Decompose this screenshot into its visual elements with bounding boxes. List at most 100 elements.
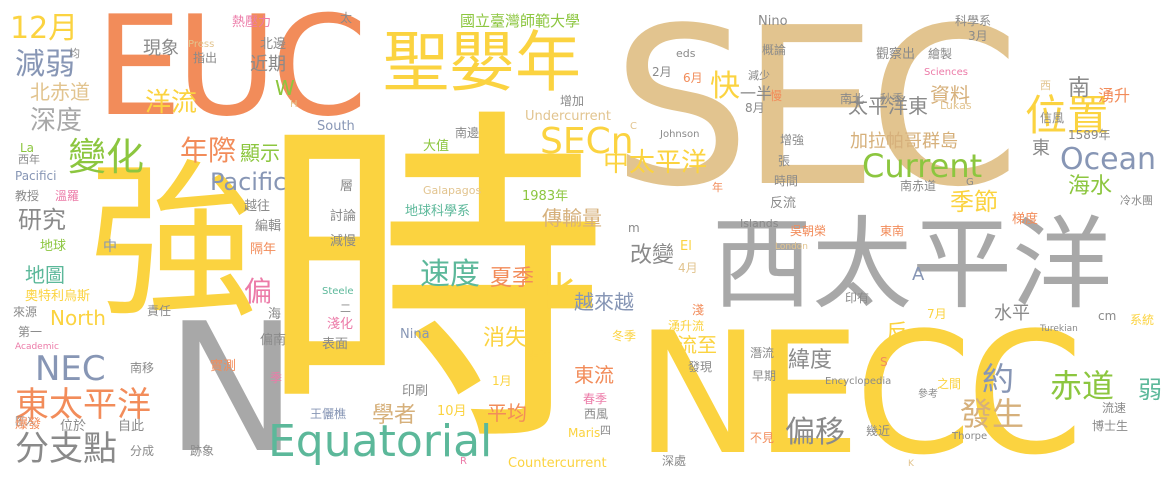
word-jianruo: 減弱 <box>15 47 75 82</box>
word-shengongli: 熱壓力 <box>232 15 272 30</box>
word-jixiang: 跡象 <box>190 444 215 458</box>
word-si: 四 <box>600 424 611 437</box>
word-qiang: 強 <box>88 144 259 342</box>
word-bianhua: 變化 <box>68 135 145 179</box>
word-qian: 淺 <box>692 303 705 317</box>
word-nina: Nina <box>400 327 430 342</box>
word-fasheng: 發生 <box>960 395 1025 433</box>
word-beichidao: 北赤道 <box>30 80 90 104</box>
word-yiban: 一半 <box>740 84 773 103</box>
word-aug: 8月 <box>745 101 765 115</box>
word-xifeng: 西風 <box>584 407 609 421</box>
word-jul: 7月 <box>927 307 947 321</box>
word-jiaoshou: 教授 <box>15 189 40 203</box>
word-haishui: 海水 <box>1068 174 1113 199</box>
word-faxian: 發現 <box>688 360 713 374</box>
word-ziliao: 資料 <box>930 83 970 107</box>
word-kuai: 快 <box>710 69 740 104</box>
word-nanyi: 南移 <box>130 361 155 375</box>
word-xianshi: 顯示 <box>240 141 280 165</box>
word-w: W <box>275 76 295 100</box>
word-ji: 季 <box>270 371 283 385</box>
word-zhong: 中 <box>103 239 117 255</box>
word-nanbian: 南邊 <box>455 126 480 140</box>
word-er: 二 <box>340 302 351 315</box>
word-man: 慢 <box>770 89 783 103</box>
word-pacifici: Pacifici <box>15 169 57 183</box>
word-liuzhi: 流至 <box>677 333 717 357</box>
word-qianhua: 淺化 <box>327 317 354 332</box>
word-nan: 南 <box>1068 76 1091 101</box>
word-r: R <box>460 456 467 467</box>
word-ceng: 層 <box>340 179 354 194</box>
word-huiru: 匯入 <box>15 417 35 428</box>
word-c: C <box>630 121 637 132</box>
word-xinian: 西年 <box>18 153 40 166</box>
word-lengshuiquan: 冷水團 <box>1120 194 1153 207</box>
word-yongshengliu: 湧升流 <box>668 319 705 333</box>
word-eds: eds <box>676 47 696 60</box>
word-fencheng: 分成 <box>130 444 155 458</box>
word-mar: 3月 <box>968 29 988 43</box>
word-xitong: 系統 <box>1130 313 1155 327</box>
word-xianxiang: 現象 <box>143 38 179 59</box>
word-ocean: Ocean <box>1060 142 1156 177</box>
word-zhijian: 之間 <box>937 377 962 391</box>
word-k: K <box>908 459 914 469</box>
word-london: London <box>775 242 808 252</box>
word-shendu: 深度 <box>30 106 83 136</box>
word-maris: Maris <box>568 426 601 440</box>
word-pacific: Pacific <box>210 168 287 196</box>
word-weiyu: 位於 <box>60 419 87 434</box>
word-galapagos: Galapagos <box>423 184 482 197</box>
word-jijin: 幾近 <box>866 424 891 438</box>
word-xiaji: 夏季 <box>490 266 535 291</box>
word-jialapage: 加拉帕哥群島 <box>850 131 958 152</box>
word-wenluo: 溫羅 <box>55 189 80 203</box>
word-cankao: 參考 <box>918 389 938 400</box>
word-hai: 海 <box>268 307 282 322</box>
word-pianyi: 偏移 <box>785 415 845 450</box>
word-aotelia: 奧特利烏斯 <box>25 289 91 304</box>
word-nian: 年 <box>712 181 723 194</box>
word-qianliu: 潛流 <box>750 346 775 360</box>
word-yuewang: 越往 <box>244 199 271 214</box>
word-sec: SEC <box>612 0 1020 235</box>
word-north: North <box>50 306 106 330</box>
word-guanchachu: 觀察出 <box>876 47 916 62</box>
word-undercurrent: Undercurrent <box>525 109 611 124</box>
word-tai: 太 <box>340 11 353 25</box>
word-dongtaipingyang: 東太平洋 <box>15 385 151 425</box>
word-zaoqi: 早期 <box>752 369 777 383</box>
word-shenchu: 深處 <box>662 454 687 468</box>
word-yinyou: 印有 <box>845 291 870 305</box>
word-el: El <box>680 239 692 254</box>
word-islands: Islands <box>740 217 779 230</box>
word-beibian: 北邊 <box>260 37 287 52</box>
word-g: G <box>966 177 974 188</box>
word-sciences: Sciences <box>924 67 968 78</box>
word-weizhi: 位置 <box>1025 91 1110 140</box>
word-xiaoshi: 消失 <box>483 326 528 351</box>
word-banqiu: 半球 <box>527 349 552 363</box>
word-necc: NECC <box>635 296 1083 482</box>
word-shengyingnian: 聖嬰年 <box>383 24 581 101</box>
word-pingjun: 平均 <box>487 401 527 425</box>
word-zhuanliang: 傳輸量 <box>542 206 602 230</box>
word-yanjiu: 研究 <box>18 206 66 234</box>
word-a: A <box>912 264 925 285</box>
word-academic: Academic <box>15 342 59 352</box>
word-jianman: 減慢 <box>330 234 357 249</box>
word-chunji: 春季 <box>583 392 608 406</box>
word-dec: 12月 <box>10 11 79 46</box>
word-secn: SECn <box>540 121 634 162</box>
word-weidu: 緯度 <box>788 348 833 373</box>
word-nino: Nino <box>758 14 788 29</box>
word-feb: 2月 <box>652 65 672 79</box>
word-diyi: 第一 <box>18 325 43 339</box>
word-shi: 時 <box>258 81 608 482</box>
word-thorpe: Thorpe <box>952 431 988 442</box>
word-johnson: Johnson <box>660 129 700 140</box>
word-cm: cm <box>1098 309 1117 323</box>
